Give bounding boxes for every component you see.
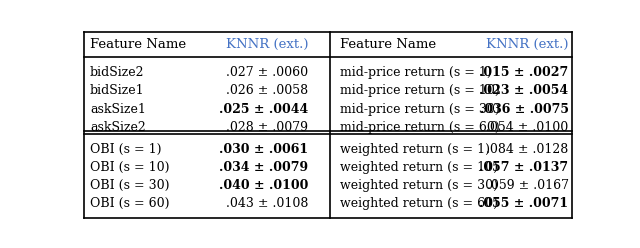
Text: .027 ± .0060: .027 ± .0060 — [226, 66, 308, 79]
Text: weighted return (s = 60): weighted return (s = 60) — [340, 197, 499, 210]
Text: .028 ± .0079: .028 ± .0079 — [226, 121, 308, 134]
Text: mid-price return (s = 1): mid-price return (s = 1) — [340, 66, 492, 79]
Text: .059 ± .0167: .059 ± .0167 — [486, 179, 568, 192]
Text: .026 ± .0058: .026 ± .0058 — [226, 84, 308, 97]
Text: .057 ± .0137: .057 ± .0137 — [479, 161, 568, 174]
Text: Feature Name: Feature Name — [340, 38, 436, 51]
Text: .030 ± .0061: .030 ± .0061 — [219, 143, 308, 155]
Text: .034 ± .0079: .034 ± .0079 — [219, 161, 308, 174]
Text: .055 ± .0071: .055 ± .0071 — [479, 197, 568, 210]
Text: KNNR (ext.): KNNR (ext.) — [486, 38, 568, 51]
Text: .054 ± .0100: .054 ± .0100 — [486, 121, 568, 134]
Text: .084 ± .0128: .084 ± .0128 — [486, 143, 568, 155]
Text: bidSize2: bidSize2 — [90, 66, 145, 79]
Text: Feature Name: Feature Name — [90, 38, 186, 51]
Text: mid-price return (s = 60): mid-price return (s = 60) — [340, 121, 500, 134]
Text: OBI (s = 1): OBI (s = 1) — [90, 143, 161, 155]
Text: mid-price return (s = 10): mid-price return (s = 10) — [340, 84, 500, 97]
Text: .040 ± .0100: .040 ± .0100 — [219, 179, 308, 192]
Text: KNNR (ext.): KNNR (ext.) — [226, 38, 308, 51]
Text: askSize2: askSize2 — [90, 121, 146, 134]
Text: askSize1: askSize1 — [90, 102, 146, 116]
Text: bidSize1: bidSize1 — [90, 84, 145, 97]
Text: .043 ± .0108: .043 ± .0108 — [226, 197, 308, 210]
Text: weighted return (s = 30): weighted return (s = 30) — [340, 179, 499, 192]
Text: .025 ± .0044: .025 ± .0044 — [219, 102, 308, 116]
Text: .036 ± .0075: .036 ± .0075 — [479, 102, 568, 116]
Text: OBI (s = 60): OBI (s = 60) — [90, 197, 170, 210]
Text: weighted return (s = 1): weighted return (s = 1) — [340, 143, 490, 155]
Text: .015 ± .0027: .015 ± .0027 — [479, 66, 568, 79]
Text: .023 ± .0054: .023 ± .0054 — [479, 84, 568, 97]
Text: OBI (s = 10): OBI (s = 10) — [90, 161, 170, 174]
Text: weighted return (s = 10): weighted return (s = 10) — [340, 161, 499, 174]
Text: mid-price return (s = 30): mid-price return (s = 30) — [340, 102, 500, 116]
Text: OBI (s = 30): OBI (s = 30) — [90, 179, 170, 192]
